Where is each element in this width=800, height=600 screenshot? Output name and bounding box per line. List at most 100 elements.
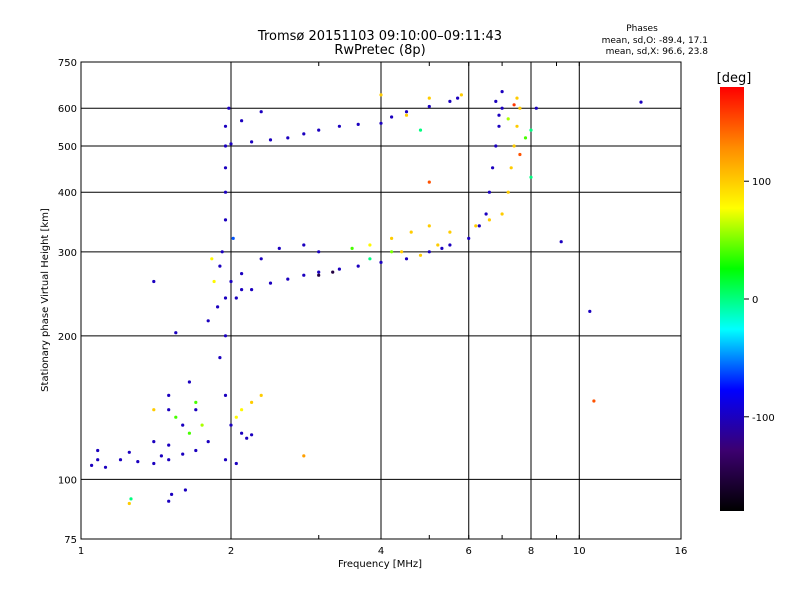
data-point (223, 393, 228, 397)
data-point (467, 236, 471, 240)
data-point (497, 113, 501, 117)
data-point (152, 440, 156, 444)
data-point (194, 400, 198, 404)
chart-subtitle: RwPretec (8p) (334, 43, 425, 58)
chart-title: Tromsø 20151103 09:10:00–09:11:43 (257, 29, 502, 44)
data-point (500, 90, 504, 94)
data-point (200, 423, 204, 427)
data-point (512, 144, 516, 148)
x-tick-label: 16 (675, 546, 688, 557)
data-point (512, 103, 516, 107)
data-point (187, 380, 191, 384)
data-point (277, 246, 281, 250)
data-point (103, 465, 108, 469)
x-axis-ticks: 1 2 4 6 8 10 16 (78, 62, 688, 557)
data-point (250, 433, 254, 437)
data-point (356, 264, 360, 268)
data-point (167, 393, 171, 397)
x-tick-label: 8 (528, 546, 534, 557)
data-point (639, 100, 643, 104)
data-point (240, 408, 244, 412)
data-point (194, 448, 198, 453)
data-point (174, 415, 178, 419)
data-point (216, 305, 220, 309)
data-point (206, 319, 210, 323)
data-point (448, 243, 452, 247)
data-point (400, 250, 404, 254)
data-point (456, 96, 460, 100)
data-point (118, 458, 123, 462)
data-point (223, 166, 228, 170)
colorbar-tick-label: -100 (752, 413, 775, 424)
data-point (194, 408, 198, 412)
data-point (459, 93, 463, 97)
y-tick-label: 100 (58, 475, 77, 486)
data-point (368, 243, 372, 247)
data-point (286, 136, 290, 140)
data-point (317, 128, 321, 132)
data-point (167, 499, 171, 503)
data-point (368, 257, 372, 261)
y-tick-label: 600 (58, 104, 77, 115)
data-point (240, 431, 244, 435)
data-point (427, 224, 431, 228)
data-point (559, 240, 563, 244)
data-point (181, 452, 185, 456)
data-point (229, 142, 233, 146)
data-point (518, 152, 522, 157)
data-point (212, 279, 216, 284)
data-point (427, 104, 431, 109)
data-point (227, 106, 231, 110)
y-tick-label: 500 (58, 142, 77, 153)
data-point (218, 264, 222, 268)
data-point (167, 458, 171, 462)
data-point (404, 113, 409, 117)
data-point (127, 501, 131, 506)
data-point (218, 356, 222, 360)
y-tick-label: 400 (58, 188, 77, 199)
data-point (302, 273, 306, 277)
data-point (506, 190, 510, 194)
data-point (268, 138, 273, 142)
data-point (515, 124, 519, 128)
data-point (436, 243, 440, 247)
data-point (523, 136, 528, 140)
y-tick-label: 200 (58, 332, 77, 343)
data-point (210, 257, 214, 261)
data-point (337, 267, 341, 271)
data-point (240, 272, 244, 276)
data-point (268, 281, 273, 285)
data-point (515, 96, 519, 100)
data-point (250, 400, 254, 404)
data-point (234, 296, 238, 300)
data-point (491, 166, 495, 170)
data-point (96, 448, 100, 453)
colorbar (720, 87, 744, 511)
colorbar-tick-label: 100 (752, 177, 771, 188)
x-axis-label: Frequency [MHz] (338, 559, 422, 570)
y-tick-label: 750 (58, 58, 77, 69)
data-point (129, 497, 133, 501)
data-point (474, 224, 478, 228)
stats-line-o: mean, sd,O: -89.4, 17.1 (602, 36, 708, 46)
data-point (331, 270, 335, 274)
data-point (259, 110, 263, 114)
data-point (234, 461, 238, 466)
data-point (588, 309, 592, 313)
data-point (170, 492, 174, 496)
data-point (187, 431, 191, 435)
data-point (534, 106, 538, 110)
data-point (245, 436, 249, 440)
data-point (159, 454, 163, 458)
colorbar-ticks: 100 0 -100 (744, 177, 775, 424)
data-point (250, 140, 254, 144)
data-point (592, 399, 596, 403)
x-tick-label: 1 (78, 546, 84, 557)
data-point (390, 250, 394, 254)
stats-heading: Phases (626, 24, 658, 34)
data-point (494, 99, 498, 103)
data-point (240, 288, 244, 292)
data-point (96, 458, 100, 462)
colorbar-tick-label: 0 (752, 295, 758, 306)
